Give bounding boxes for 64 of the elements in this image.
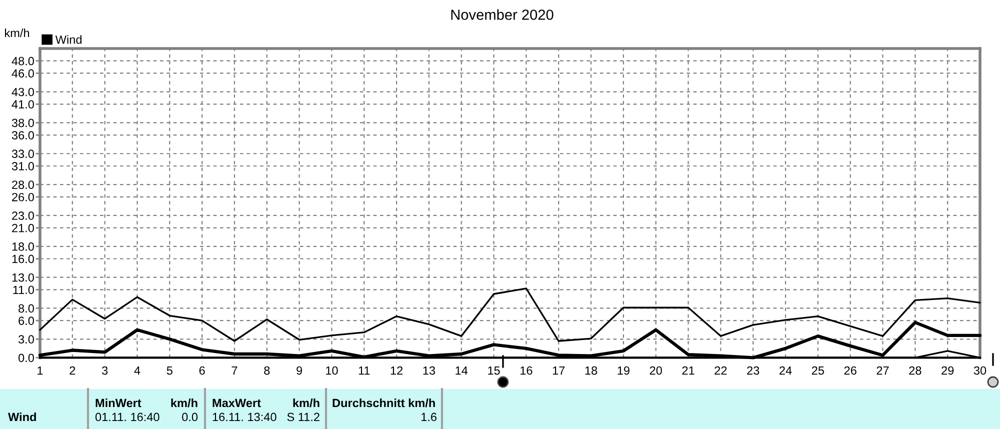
y-tick-label: 48.0 [12, 56, 34, 66]
y-tick-label: 26.0 [12, 192, 34, 202]
x-tick-label: 2 [70, 366, 76, 375]
x-tick-label: 4 [134, 366, 140, 375]
y-tick-label: 46.0 [12, 69, 34, 78]
x-tick-label: 26 [844, 366, 856, 375]
y-tick-label: 13.0 [12, 273, 34, 282]
y-tick-label: 41.0 [12, 100, 34, 109]
x-tick-label: 25 [812, 366, 824, 375]
x-tick-label: 7 [232, 366, 238, 375]
text: 1.6 [421, 412, 436, 422]
x-tick-label: 1 [38, 366, 43, 375]
y-axis-title: km/h [5, 28, 30, 38]
x-tick-label: 20 [650, 366, 662, 375]
x-tick-label: 19 [618, 366, 630, 375]
x-tick-label: 8 [264, 366, 270, 375]
x-tick-label: 30 [974, 366, 986, 375]
x-tick-label: 14 [456, 366, 468, 375]
legend-label: Wind [55, 35, 82, 44]
x-tick-label: 3 [102, 366, 108, 375]
x-tick-label: 13 [423, 366, 436, 375]
x-tick-label: 10 [326, 366, 338, 375]
x-tick-label: 5 [166, 366, 172, 375]
x-tick-label: 23 [747, 366, 760, 375]
x-tick-label: 6 [199, 366, 205, 375]
x-tick-label: 28 [909, 366, 922, 375]
chart-title: November 2020 [451, 9, 554, 20]
y-tick-label: 23.0 [12, 212, 34, 220]
text: S 11.2 [287, 412, 320, 422]
text: Wind [8, 412, 36, 422]
y-tick-label: 16.0 [12, 254, 34, 264]
y-tick-label: 18.0 [12, 242, 34, 251]
y-tick-label: 3.0 [18, 335, 34, 344]
y-tick-label: 21.0 [12, 224, 34, 232]
y-tick-label: 8.0 [18, 304, 34, 313]
text: 0.0 [182, 412, 198, 422]
x-tick-label: 29 [942, 366, 954, 375]
x-tick-label: 21 [682, 366, 694, 375]
y-tick-label: 38.0 [12, 118, 34, 128]
y-tick-label: 36.0 [12, 131, 34, 140]
x-tick-label: 17 [552, 366, 565, 375]
text: km/h [293, 398, 320, 408]
y-tick-label: 33.0 [12, 150, 34, 158]
text: MinWert [96, 398, 142, 408]
x-tick-label: 11 [358, 366, 370, 375]
y-tick-label: 11.0 [13, 286, 34, 294]
x-tick-label: 15 [488, 366, 500, 375]
y-tick-label: 28.0 [12, 180, 34, 189]
x-tick-label: 27 [876, 366, 889, 375]
x-tick-label: 16 [520, 366, 532, 375]
y-tick-label: 6.0 [18, 316, 34, 325]
text: 16.11. 13:40 [212, 412, 276, 422]
text: MaxWert [212, 398, 261, 408]
y-tick-label: 43.0 [12, 88, 34, 96]
text: km/h [171, 398, 198, 408]
text: 01.11. 16:40 [95, 412, 160, 422]
x-tick-label: 12 [390, 366, 403, 375]
x-tick-label: 24 [780, 366, 792, 375]
y-tick-label: 0.0 [18, 354, 34, 362]
x-tick-label: 18 [585, 366, 598, 375]
text: Durchschnitt km/h [332, 398, 435, 408]
x-tick-label: 9 [296, 366, 302, 375]
x-tick-label: 22 [714, 366, 727, 375]
y-tick-label: 31.0 [12, 162, 34, 170]
